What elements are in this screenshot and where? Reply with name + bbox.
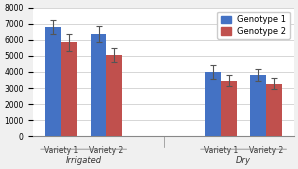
Bar: [106, 55, 122, 136]
Bar: [205, 72, 221, 136]
Legend: Genotype 1, Genotype 2: Genotype 1, Genotype 2: [217, 12, 290, 39]
Text: Irrigated: Irrigated: [66, 156, 102, 165]
Text: Variety 2: Variety 2: [89, 146, 124, 155]
Bar: [221, 81, 237, 136]
Text: Variety 1: Variety 1: [44, 146, 78, 155]
Bar: [250, 75, 266, 136]
Bar: [61, 42, 77, 136]
Bar: [91, 34, 106, 136]
Text: Variety 1: Variety 1: [204, 146, 238, 155]
Text: Dry: Dry: [236, 156, 251, 165]
Bar: [45, 27, 61, 136]
Text: Variety 2: Variety 2: [249, 146, 283, 155]
Bar: [266, 83, 283, 136]
